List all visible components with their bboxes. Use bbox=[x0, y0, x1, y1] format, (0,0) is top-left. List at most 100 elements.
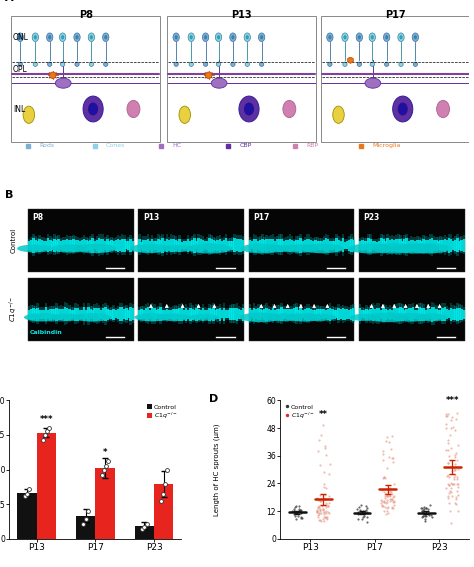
FancyBboxPatch shape bbox=[53, 306, 56, 321]
FancyBboxPatch shape bbox=[227, 238, 229, 252]
FancyBboxPatch shape bbox=[208, 239, 210, 252]
FancyBboxPatch shape bbox=[149, 238, 151, 252]
FancyBboxPatch shape bbox=[87, 239, 90, 251]
FancyBboxPatch shape bbox=[403, 239, 406, 252]
FancyBboxPatch shape bbox=[439, 307, 442, 321]
FancyBboxPatch shape bbox=[393, 240, 395, 251]
Point bbox=[317, 508, 325, 517]
Point bbox=[451, 471, 458, 480]
FancyBboxPatch shape bbox=[287, 240, 289, 251]
FancyBboxPatch shape bbox=[454, 236, 456, 254]
Point bbox=[442, 409, 450, 418]
Point bbox=[442, 483, 450, 492]
FancyBboxPatch shape bbox=[264, 236, 266, 253]
Point bbox=[315, 502, 323, 511]
FancyBboxPatch shape bbox=[210, 309, 213, 320]
Ellipse shape bbox=[260, 35, 263, 39]
FancyBboxPatch shape bbox=[412, 307, 414, 321]
FancyBboxPatch shape bbox=[41, 310, 43, 319]
Ellipse shape bbox=[73, 313, 111, 321]
Point bbox=[322, 450, 329, 459]
FancyBboxPatch shape bbox=[329, 308, 331, 321]
FancyBboxPatch shape bbox=[308, 234, 310, 255]
Point bbox=[418, 513, 426, 522]
FancyBboxPatch shape bbox=[47, 310, 49, 319]
FancyBboxPatch shape bbox=[450, 308, 452, 321]
FancyBboxPatch shape bbox=[399, 303, 401, 324]
Point bbox=[326, 492, 333, 501]
FancyBboxPatch shape bbox=[221, 310, 223, 319]
FancyBboxPatch shape bbox=[316, 305, 319, 323]
FancyBboxPatch shape bbox=[191, 309, 194, 320]
Point bbox=[379, 501, 386, 510]
FancyBboxPatch shape bbox=[370, 234, 372, 255]
Point bbox=[444, 479, 451, 488]
Point bbox=[388, 494, 396, 503]
Ellipse shape bbox=[174, 62, 178, 66]
FancyBboxPatch shape bbox=[38, 235, 41, 254]
Ellipse shape bbox=[267, 314, 301, 321]
Ellipse shape bbox=[407, 243, 451, 253]
FancyBboxPatch shape bbox=[81, 236, 83, 253]
FancyBboxPatch shape bbox=[41, 307, 43, 321]
FancyBboxPatch shape bbox=[382, 308, 385, 320]
Ellipse shape bbox=[89, 62, 93, 66]
FancyBboxPatch shape bbox=[112, 305, 115, 322]
FancyBboxPatch shape bbox=[314, 237, 317, 253]
FancyBboxPatch shape bbox=[367, 310, 370, 319]
FancyBboxPatch shape bbox=[433, 307, 436, 321]
Point bbox=[377, 495, 385, 504]
Point bbox=[324, 501, 331, 510]
Point bbox=[355, 507, 362, 517]
Point bbox=[421, 511, 429, 521]
FancyBboxPatch shape bbox=[217, 236, 219, 253]
FancyBboxPatch shape bbox=[365, 304, 368, 323]
FancyBboxPatch shape bbox=[386, 310, 389, 319]
FancyBboxPatch shape bbox=[189, 307, 191, 321]
FancyBboxPatch shape bbox=[337, 236, 340, 253]
FancyBboxPatch shape bbox=[176, 310, 179, 319]
Point bbox=[297, 513, 304, 522]
Point bbox=[447, 518, 455, 527]
FancyBboxPatch shape bbox=[174, 240, 177, 251]
Ellipse shape bbox=[203, 62, 208, 66]
Point bbox=[322, 483, 329, 492]
Ellipse shape bbox=[371, 35, 374, 39]
Point bbox=[451, 452, 459, 462]
FancyBboxPatch shape bbox=[320, 306, 323, 321]
Point bbox=[291, 512, 299, 521]
FancyBboxPatch shape bbox=[427, 304, 429, 323]
FancyBboxPatch shape bbox=[410, 236, 412, 253]
Ellipse shape bbox=[216, 62, 221, 66]
FancyBboxPatch shape bbox=[433, 236, 436, 253]
Bar bbox=[36, 433, 56, 539]
Point bbox=[316, 507, 323, 516]
Point bbox=[320, 480, 328, 489]
FancyBboxPatch shape bbox=[225, 234, 228, 255]
FancyBboxPatch shape bbox=[308, 304, 310, 323]
Point bbox=[297, 509, 305, 518]
FancyBboxPatch shape bbox=[146, 303, 149, 324]
FancyBboxPatch shape bbox=[227, 310, 229, 318]
Point bbox=[363, 518, 371, 527]
Point bbox=[299, 514, 306, 523]
Bar bbox=[17, 493, 36, 539]
FancyBboxPatch shape bbox=[325, 307, 327, 320]
Point bbox=[319, 504, 327, 513]
Point bbox=[320, 513, 328, 522]
FancyBboxPatch shape bbox=[98, 308, 100, 320]
FancyBboxPatch shape bbox=[312, 307, 315, 320]
FancyBboxPatch shape bbox=[233, 308, 236, 320]
FancyBboxPatch shape bbox=[155, 310, 158, 319]
FancyBboxPatch shape bbox=[444, 239, 446, 252]
Point bbox=[422, 503, 430, 512]
FancyBboxPatch shape bbox=[439, 236, 442, 253]
FancyBboxPatch shape bbox=[74, 240, 77, 251]
FancyBboxPatch shape bbox=[299, 303, 302, 324]
FancyBboxPatch shape bbox=[185, 304, 187, 323]
FancyBboxPatch shape bbox=[352, 304, 355, 323]
FancyBboxPatch shape bbox=[125, 242, 128, 249]
FancyBboxPatch shape bbox=[96, 236, 98, 254]
Point bbox=[362, 501, 370, 510]
FancyBboxPatch shape bbox=[68, 240, 71, 251]
